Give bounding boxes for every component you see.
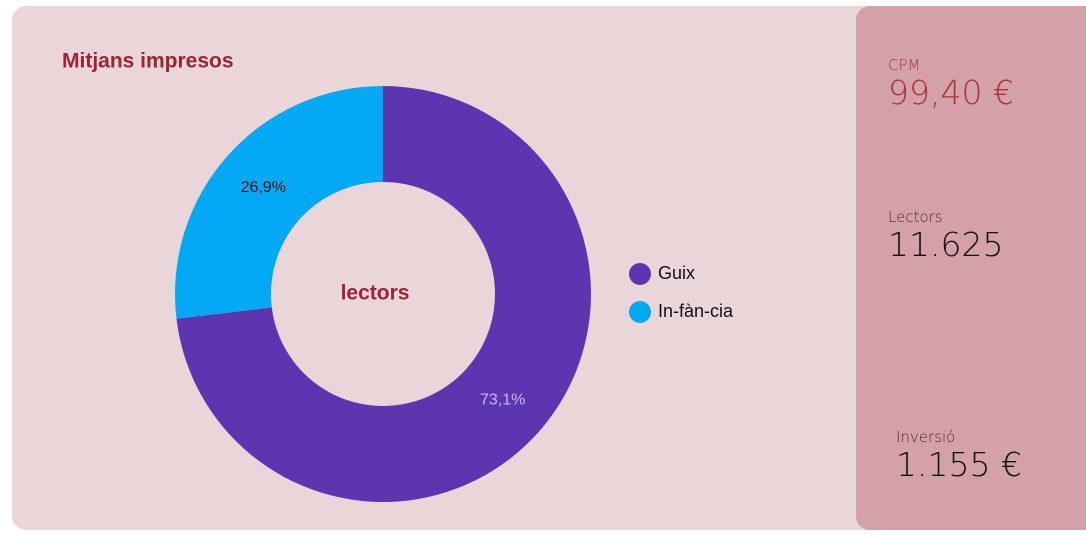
kpi-card bbox=[856, 6, 1086, 530]
legend-swatch bbox=[629, 263, 651, 285]
kpi-value: 99,40 € bbox=[888, 73, 1014, 112]
kpi-value: 1.155 € bbox=[896, 445, 1022, 484]
legend-label: In-fàn-cia bbox=[658, 301, 734, 321]
legend-label: Guix bbox=[658, 263, 695, 283]
slice bbox=[175, 86, 383, 319]
kpi: Lectors 11.625 bbox=[888, 208, 1003, 264]
kpi: Inversió 1.155 € bbox=[896, 428, 1022, 484]
data-label: 26,9% bbox=[241, 179, 286, 196]
chart-title: Mitjans impresos bbox=[62, 50, 234, 73]
slice bbox=[176, 86, 592, 502]
center-label: lectors bbox=[341, 282, 410, 305]
kpi-label: Lectors bbox=[888, 208, 943, 226]
data-label: 73,1% bbox=[480, 391, 525, 408]
kpi: CPM 99,40 € bbox=[888, 56, 1014, 112]
kpi-value: 11.625 bbox=[888, 225, 1004, 264]
kpi-label: Inversió bbox=[896, 428, 956, 446]
legend-swatch bbox=[629, 301, 651, 323]
kpi-label: CPM bbox=[888, 56, 921, 74]
